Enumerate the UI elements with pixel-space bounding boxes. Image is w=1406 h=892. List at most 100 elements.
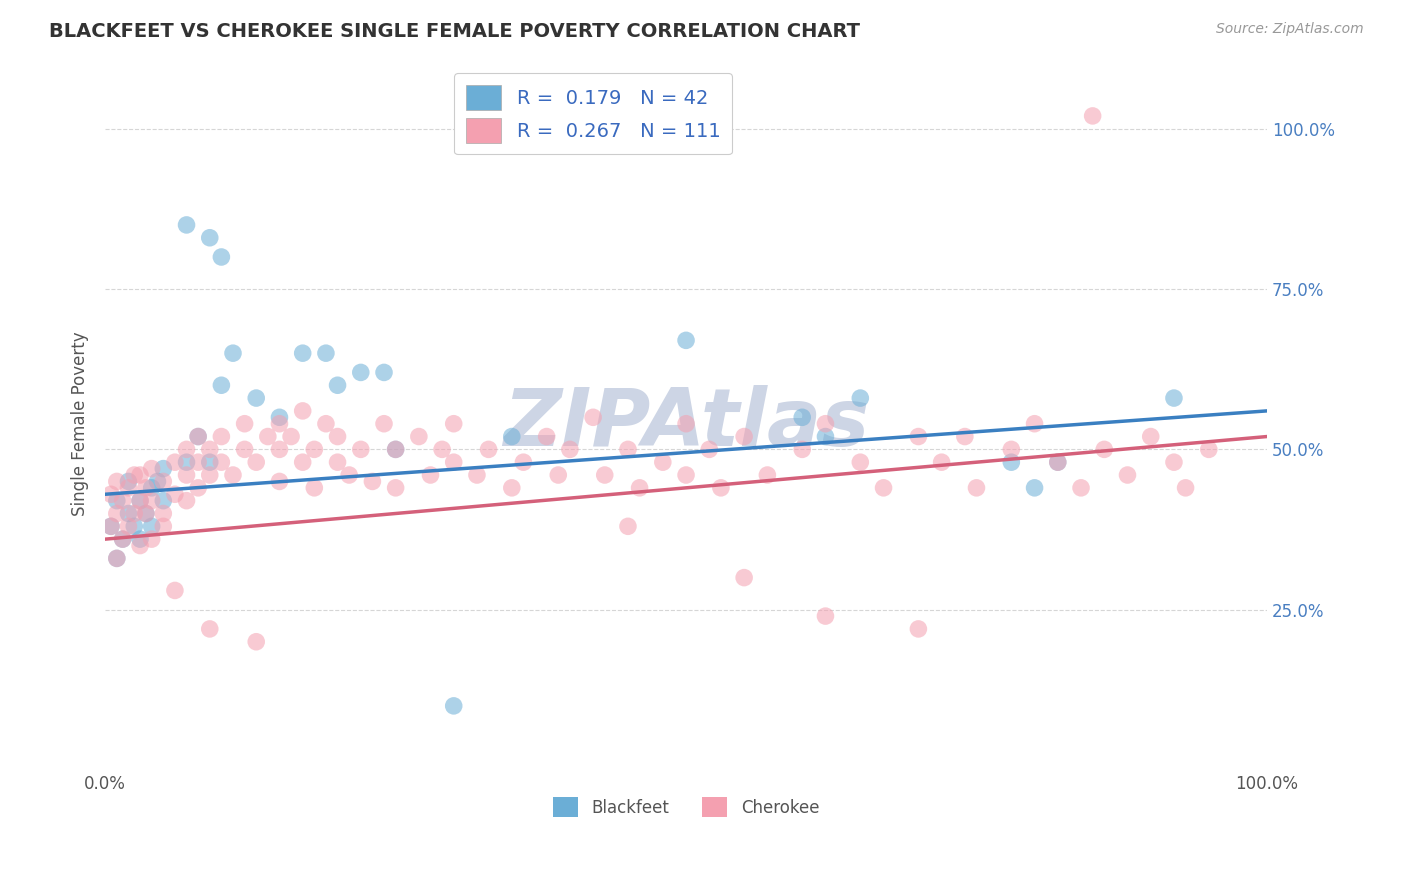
Point [129, 539, 152, 553]
Point [710, 481, 733, 495]
Point [135, 507, 157, 521]
Point [222, 346, 245, 360]
Point [814, 609, 837, 624]
Point [350, 366, 373, 380]
Point [122, 507, 145, 521]
Point [408, 429, 430, 443]
Point [907, 429, 929, 443]
Point [129, 493, 152, 508]
Point [135, 481, 157, 495]
Point [617, 442, 640, 457]
Point [141, 493, 163, 508]
Point [849, 391, 872, 405]
Point [1198, 442, 1220, 457]
Point [141, 481, 163, 495]
Point [129, 532, 152, 546]
Point [1070, 481, 1092, 495]
Point [675, 468, 697, 483]
Point [105, 551, 128, 566]
Point [117, 519, 139, 533]
Point [337, 468, 360, 483]
Point [129, 468, 152, 483]
Point [176, 493, 198, 508]
Point [1139, 429, 1161, 443]
Point [384, 481, 406, 495]
Point [176, 455, 198, 469]
Point [198, 622, 221, 636]
Point [257, 429, 280, 443]
Point [512, 455, 534, 469]
Legend: Blackfeet, Cherokee: Blackfeet, Cherokee [546, 790, 825, 824]
Point [849, 455, 872, 469]
Point [675, 417, 697, 431]
Point [1163, 391, 1185, 405]
Point [1000, 442, 1022, 457]
Point [872, 481, 894, 495]
Point [465, 468, 488, 483]
Point [1000, 455, 1022, 469]
Point [651, 455, 673, 469]
Point [117, 481, 139, 495]
Point [733, 429, 755, 443]
Point [558, 442, 581, 457]
Point [187, 455, 209, 469]
Point [1163, 455, 1185, 469]
Point [931, 455, 953, 469]
Point [1046, 455, 1069, 469]
Point [146, 475, 169, 489]
Point [187, 429, 209, 443]
Point [198, 455, 221, 469]
Point [304, 442, 326, 457]
Point [280, 429, 302, 443]
Point [152, 507, 174, 521]
Point [384, 442, 406, 457]
Point [245, 455, 267, 469]
Point [163, 455, 186, 469]
Point [117, 475, 139, 489]
Point [122, 519, 145, 533]
Point [675, 334, 697, 348]
Point [536, 429, 558, 443]
Point [326, 429, 349, 443]
Point [443, 698, 465, 713]
Text: BLACKFEET VS CHEROKEE SINGLE FEMALE POVERTY CORRELATION CHART: BLACKFEET VS CHEROKEE SINGLE FEMALE POVE… [49, 22, 860, 41]
Point [953, 429, 976, 443]
Point [105, 493, 128, 508]
Point [814, 417, 837, 431]
Point [269, 475, 291, 489]
Point [100, 519, 122, 533]
Point [100, 519, 122, 533]
Point [419, 468, 441, 483]
Point [350, 442, 373, 457]
Point [209, 429, 232, 443]
Point [1024, 481, 1046, 495]
Point [209, 455, 232, 469]
Point [233, 442, 256, 457]
Point [152, 519, 174, 533]
Point [105, 475, 128, 489]
Point [477, 442, 499, 457]
Point [1116, 468, 1139, 483]
Point [291, 346, 314, 360]
Point [163, 583, 186, 598]
Point [291, 404, 314, 418]
Point [152, 475, 174, 489]
Point [326, 378, 349, 392]
Point [209, 378, 232, 392]
Text: Source: ZipAtlas.com: Source: ZipAtlas.com [1216, 22, 1364, 37]
Point [966, 481, 988, 495]
Point [187, 429, 209, 443]
Point [176, 218, 198, 232]
Point [198, 231, 221, 245]
Point [315, 417, 337, 431]
Point [111, 532, 134, 546]
Point [222, 468, 245, 483]
Point [141, 461, 163, 475]
Point [792, 410, 814, 425]
Point [501, 429, 523, 443]
Point [384, 442, 406, 457]
Point [122, 468, 145, 483]
Point [129, 493, 152, 508]
Point [792, 442, 814, 457]
Point [617, 519, 640, 533]
